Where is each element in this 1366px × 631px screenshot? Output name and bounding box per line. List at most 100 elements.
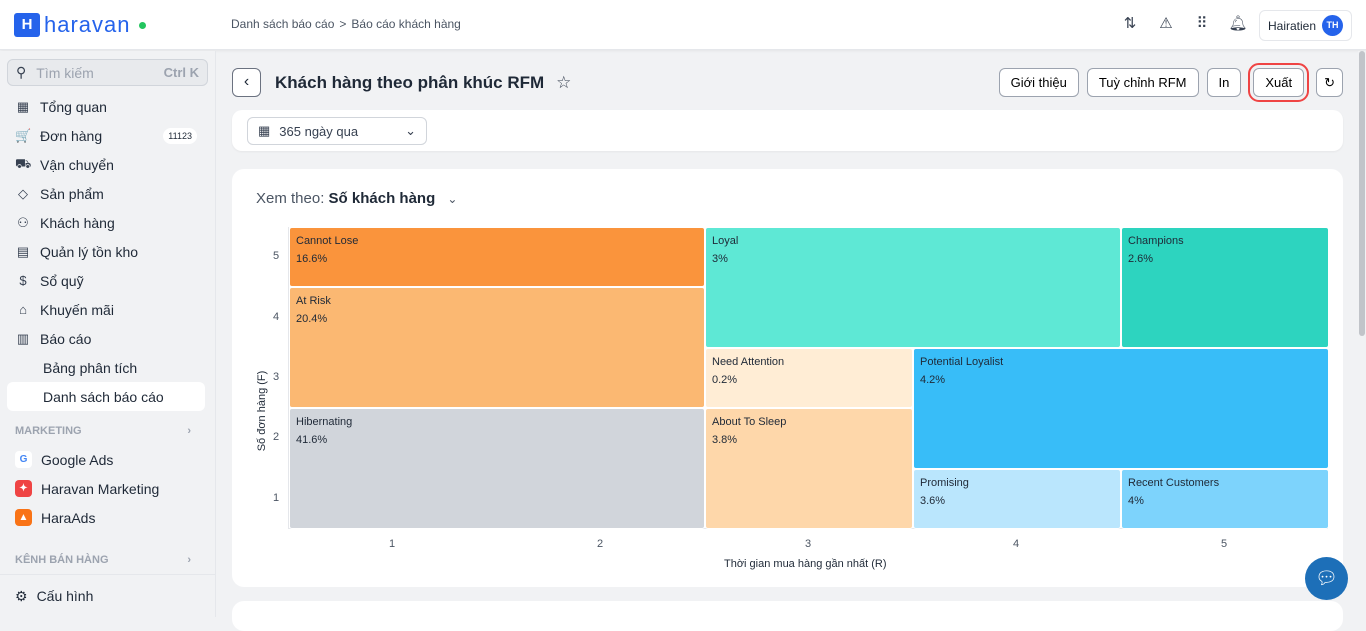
- segment-value: 41.6%: [296, 434, 328, 447]
- rfm-chart-card: Xem theo: Số khách hàng ⌄ Số đơn hàng (F…: [232, 169, 1343, 587]
- x-tick: 2: [597, 538, 604, 550]
- segment-name: Champions: [1128, 235, 1184, 247]
- chat-button[interactable]: 💬︎: [1305, 557, 1348, 600]
- sidebar-item-label: Sản phẩm: [40, 185, 104, 202]
- segment-name: Promising: [920, 476, 969, 489]
- sidebar-item-label: Báo cáo: [40, 330, 92, 347]
- sidebar-item-7[interactable]: ⌂ Khuyến mãi: [0, 295, 215, 324]
- rfm-segment[interactable]: Promising 3.6%: [913, 468, 1121, 529]
- rfm-segment[interactable]: About To Sleep 3.8%: [705, 408, 913, 529]
- marketing-item-label: HaraAds: [41, 509, 96, 526]
- sidebar-item-8[interactable]: ▥ Báo cáo: [0, 324, 215, 353]
- y-tick: 2: [273, 431, 280, 444]
- channels-title: KÊNH BÁN HÀNG: [15, 554, 109, 566]
- sidebar-item-label: Đơn hàng: [40, 127, 103, 144]
- date-range-select[interactable]: ▦ 365 ngày qua ⌄: [247, 117, 427, 145]
- sidebar-marketing-item-1[interactable]: ✦ Haravan Marketing: [0, 474, 215, 503]
- date-range-value: 365 ngày qua: [279, 123, 359, 139]
- exchange-icon[interactable]: ⇅: [1123, 15, 1137, 32]
- app-icon: G: [15, 451, 32, 468]
- sidebar-subitem-1[interactable]: Danh sách báo cáo: [7, 382, 205, 411]
- rfm-segment[interactable]: Cannot Lose 16.6%: [289, 227, 705, 288]
- sidebar-item-label: Quản lý tồn kho: [40, 243, 139, 260]
- rfm-segment[interactable]: Hibernating 41.6%: [289, 408, 705, 529]
- filter-bar: ▦ 365 ngày qua ⌄: [232, 110, 1343, 151]
- x-tick: 3: [805, 538, 812, 550]
- rfm-segment[interactable]: Recent Customers 4%: [1121, 468, 1329, 529]
- x-axis-label: Thời gian mua hàng gần nhất (R): [724, 558, 887, 570]
- calendar-icon: ▦: [258, 123, 271, 138]
- scrollbar[interactable]: [1358, 51, 1366, 617]
- breadcrumb-report-list[interactable]: Danh sách báo cáo: [231, 17, 335, 31]
- y-tick: 1: [273, 491, 280, 504]
- sidebar-item-1[interactable]: 🛒 Đơn hàng 11123: [0, 121, 215, 150]
- segment-name: Hibernating: [296, 416, 353, 429]
- gear-icon: ⚙: [15, 587, 28, 604]
- view-by-value: Số khách hàng: [328, 190, 436, 207]
- chart-icon: ▥: [16, 330, 30, 346]
- sidebar: ⚲ Tìm kiếm Ctrl K ▦ Tổng quan 🛒 Đơn hàng 111…: [0, 51, 216, 617]
- segment-value: 3.8%: [712, 434, 738, 447]
- segment-value: 0.2%: [712, 373, 738, 386]
- logo-mark: H: [14, 13, 40, 37]
- x-tick: 5: [1221, 538, 1228, 550]
- segment-name: Need Attention: [712, 355, 785, 368]
- star-icon[interactable]: ☆: [556, 72, 572, 92]
- breadcrumb: Danh sách báo cáo > Báo cáo khách hàng: [231, 17, 461, 31]
- sidebar-item-2[interactable]: ⛟ Vận chuyển: [0, 150, 215, 179]
- marketing-section-header[interactable]: MARKETING ›: [0, 411, 215, 445]
- users-icon: ⚇: [17, 214, 29, 230]
- sidebar-item-6[interactable]: $ Sổ quỹ: [0, 266, 215, 295]
- apps-grid-icon[interactable]: ⠿: [1196, 15, 1208, 32]
- sidebar-item-settings[interactable]: ⚙ Cấu hình: [0, 574, 215, 617]
- chevron-right-icon: ›: [187, 554, 191, 566]
- haravan-logo[interactable]: H haravan: [14, 12, 146, 38]
- rfm-segment[interactable]: Need Attention 0.2%: [705, 347, 913, 409]
- gift-icon: ⌂: [19, 302, 27, 317]
- user-name: Hairatien: [1268, 18, 1317, 33]
- search-input[interactable]: ⚲ Tìm kiếm Ctrl K: [7, 59, 208, 86]
- sidebar-item-label: Tổng quan: [40, 98, 107, 115]
- customize-rfm-button[interactable]: Tuỳ chỉnh RFM: [1086, 68, 1199, 97]
- sidebar-marketing-item-2[interactable]: ▲ HaraAds: [0, 503, 215, 532]
- sidebar-item-5[interactable]: ▤ Quản lý tồn kho: [0, 237, 215, 266]
- cart-icon: 🛒: [15, 127, 32, 143]
- marketing-item-label: Google Ads: [41, 451, 114, 468]
- x-tick: 4: [1013, 538, 1020, 550]
- refresh-button[interactable]: ↻: [1316, 68, 1343, 97]
- back-button[interactable]: ‹: [232, 68, 261, 97]
- intro-button[interactable]: Giới thiệu: [998, 68, 1079, 97]
- rfm-segment[interactable]: Loyal 3%: [705, 227, 1121, 348]
- page-title: Khách hàng theo phân khúc RFM: [275, 72, 545, 92]
- bell-icon[interactable]: 🔔︎: [1228, 15, 1248, 32]
- sidebar-subitem-0[interactable]: Bảng phân tích: [0, 353, 215, 382]
- rfm-segment[interactable]: Champions 2.6%: [1121, 227, 1329, 348]
- online-status-dot: [138, 21, 146, 29]
- sidebar-item-4[interactable]: ⚇ Khách hàng: [0, 208, 215, 237]
- dashboard-icon: ▦: [16, 98, 30, 114]
- y-axis-label: Số đơn hàng (F): [256, 370, 268, 452]
- secondary-card: [232, 601, 1343, 631]
- x-tick: 1: [389, 538, 396, 550]
- sidebar-marketing-item-0[interactable]: G Google Ads: [0, 445, 215, 474]
- order-count-badge: 11123: [163, 127, 197, 144]
- view-by-select[interactable]: Xem theo: Số khách hàng ⌄: [256, 190, 457, 207]
- export-button[interactable]: Xuất: [1248, 63, 1310, 102]
- top-bar: H haravan Danh sách báo cáo > Báo cáo kh…: [0, 0, 1366, 50]
- sales-channels-section-header[interactable]: KÊNH BÁN HÀNG ›: [0, 532, 215, 574]
- sidebar-item-label: Khuyến mãi: [40, 301, 114, 318]
- chevron-right-icon: ›: [187, 425, 191, 437]
- segment-value: 3.6%: [920, 494, 946, 507]
- sidebar-item-3[interactable]: ◇ Sản phẩm: [0, 179, 215, 208]
- view-by-label: Xem theo:: [256, 190, 325, 207]
- rfm-segment[interactable]: At Risk 20.4%: [289, 287, 705, 409]
- sidebar-item-0[interactable]: ▦ Tổng quan: [0, 92, 215, 121]
- segment-value: 16.6%: [296, 253, 328, 265]
- user-menu[interactable]: Hairatien TH: [1259, 10, 1352, 41]
- feedback-icon[interactable]: ⚠: [1159, 15, 1173, 32]
- rfm-segment[interactable]: Potential Loyalist 4.2%: [913, 347, 1329, 469]
- print-button[interactable]: In: [1206, 68, 1242, 97]
- chevron-down-icon: ⌄: [405, 123, 416, 138]
- sidebar-subitem-label: Bảng phân tích: [43, 359, 138, 376]
- search-placeholder: Tìm kiếm: [36, 64, 94, 81]
